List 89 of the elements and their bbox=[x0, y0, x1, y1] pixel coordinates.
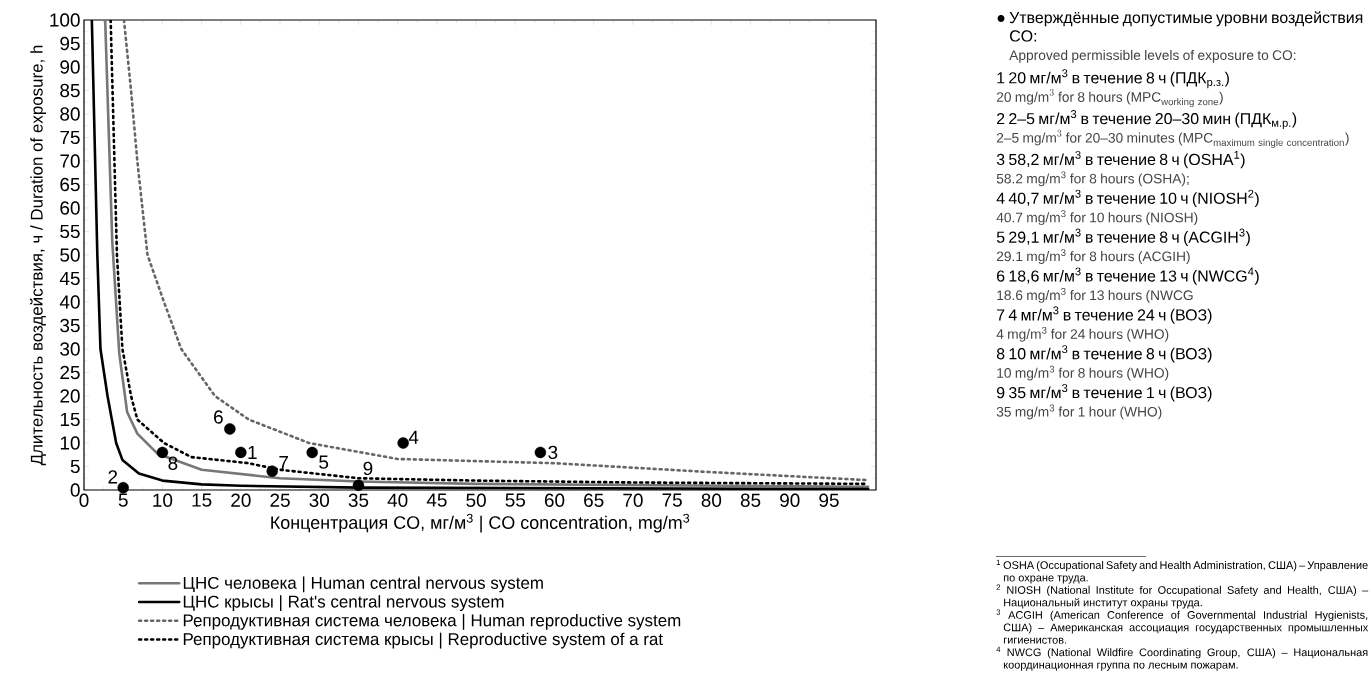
y-tick-label: 45 bbox=[59, 271, 80, 286]
x-tick-label: 45 bbox=[426, 493, 447, 507]
x-tick-label: 50 bbox=[466, 493, 486, 507]
y-tick-label: 80 bbox=[60, 107, 80, 121]
x-tick-label: 15 bbox=[192, 493, 212, 507]
text: 4 40,7 мг/м$^{3}$ в течение 10 ч (NIOSH$^{2}$) bbox=[996, 189, 1259, 208]
x-tick-label: 10 bbox=[153, 493, 173, 507]
annotation: 5 bbox=[319, 455, 329, 469]
point bbox=[306, 446, 318, 459]
annotation: 6 bbox=[214, 410, 223, 424]
y-tick-label: 75 bbox=[60, 130, 80, 145]
y-tick-label: 50 bbox=[60, 248, 80, 262]
text: $\text{2–5 mg/m}^{3}\text{ for 20–30 minutes (MPC}_{\text{maximum single concentration}}\text{)}$ bbox=[996, 129, 1349, 148]
text: 8 10 мг/м$^{3}$ в течение 8 ч (ВОЗ) bbox=[996, 345, 1212, 363]
annotation: 8 bbox=[168, 456, 178, 470]
text: $\text{20 mg/m}^{3}\text{ for 8 hours (MPC}_{\text{working zone}}\text{)}$ bbox=[996, 88, 1223, 108]
x-tick-label: 85 bbox=[740, 493, 761, 507]
x-tick-label: 70 bbox=[623, 493, 643, 507]
x-tick-label: 65 bbox=[584, 493, 604, 507]
x-tick-label: 25 bbox=[270, 493, 290, 507]
legend-label: Репродуктивная система крысы | Reproductive system of a rat bbox=[183, 632, 663, 649]
x-tick-label: 30 bbox=[309, 493, 330, 507]
point bbox=[352, 479, 365, 491]
text: 4 mg/m$^{3}$ for 24 hours (WHO) bbox=[996, 326, 1169, 342]
legend-label: ЦНС человека | Human central nervous system bbox=[183, 576, 543, 593]
text: 58.2 mg/m$^{3}$ for 8 hours (OSHA); bbox=[996, 171, 1189, 187]
legend-label: Репродуктивная система человека | Human reproductive system bbox=[183, 613, 681, 630]
legend-label: ЦНС крысы | Rat's central nervous system bbox=[183, 595, 504, 612]
x-tick-label: 40 bbox=[387, 493, 408, 507]
text: Approved permissible levels of exposure to CO: bbox=[1009, 49, 1296, 63]
y-tick-label: 65 bbox=[60, 177, 80, 192]
text: 40.7 mg/m$^{3}$ for 10 hours (NIOSH) bbox=[996, 210, 1198, 226]
annotation: 1 bbox=[248, 445, 257, 459]
text: 10 mg/m$^{3}$ for 8 hours (WHO) bbox=[997, 365, 1169, 381]
text: 3 58,2 мг/м$^{3}$ в течение 8 ч (OSHA$^{1}$) bbox=[996, 150, 1245, 169]
text: $^{3}$ ACGIH (American Conference of Governmental Industrial Hygienists, США) – Американская ассоциация государственных промышленных гигиенистов. bbox=[996, 609, 1369, 644]
text: $^{2}$ NIOSH (National Institute for Occupational Safety and Health, США) – Национальный институт охраны труда. bbox=[996, 584, 1369, 609]
y-tick-label: 35 bbox=[60, 318, 80, 333]
text: 9 35 мг/м$^{3}$ в течение 1 ч (ВОЗ) bbox=[996, 384, 1212, 402]
text: 7 4 мг/м$^{3}$ в течение 24 ч (ВОЗ) bbox=[997, 306, 1212, 324]
text: 1 20 мг/м$^{3}$ в течение 8 ч (ПДК$_{р.з.}$) bbox=[997, 69, 1229, 89]
text: 6 18,6 мг/м$^{3}$ в течение 13 ч (NWCG$^{4}$) bbox=[997, 267, 1259, 285]
annotation: 7 bbox=[279, 455, 288, 469]
x-tick-label: 80 bbox=[701, 493, 722, 507]
y-tick-label: 30 bbox=[60, 342, 80, 356]
x-tick-label: 5 bbox=[118, 493, 128, 507]
x-tick-label: 95 bbox=[819, 493, 839, 507]
y-tick-label: 55 bbox=[60, 224, 80, 239]
y-tick-label: 20 bbox=[60, 389, 80, 403]
y-tick-label: 100 bbox=[50, 13, 80, 27]
x-tick-label: 55 bbox=[505, 493, 526, 507]
annotation: 4 bbox=[408, 430, 419, 444]
x-tick-label: 0 bbox=[79, 493, 89, 507]
annotation: 9 bbox=[363, 461, 373, 476]
text: 5 29,1 мг/м$^{3}$ в течение 8 ч (ACGIH$^{3}$) bbox=[996, 228, 1250, 246]
annotation: 3 bbox=[548, 445, 558, 460]
y-tick-label: 0 bbox=[70, 483, 80, 497]
text: 29.1 mg/m$^{3}$ for 8 hours (ACGIH) bbox=[996, 249, 1190, 264]
x-axis-title: Концентрация CO, мг/м$^{3}$ | CO concentration, mg/m$^{3}$ bbox=[271, 513, 690, 533]
y-tick-label: 90 bbox=[60, 60, 80, 74]
annotation: 2 bbox=[108, 470, 118, 484]
y-tick-label: 10 bbox=[60, 436, 80, 450]
text: ● Утверждённые допустимые уровни воздействия CO: bbox=[997, 11, 1363, 42]
y-tick-label: 25 bbox=[60, 365, 80, 380]
y-axis-title: Длительность воздействия, ч / Duration of exposure, h bbox=[29, 45, 47, 466]
y-tick-label: 95 bbox=[60, 36, 80, 51]
text: $^{4}$ NWCG (National Wildfire Coordinating Group, США) – Национальная координационная группа по лесным пожарам. bbox=[996, 646, 1368, 671]
x-tick-label: 75 bbox=[662, 493, 682, 507]
x-tick-label: 35 bbox=[348, 493, 369, 507]
text: 35 mg/m$^{3}$ for 1 hour (WHO) bbox=[996, 404, 1162, 420]
y-tick-label: 5 bbox=[70, 459, 80, 474]
x-tick-label: 60 bbox=[544, 493, 565, 507]
x-tick-label: 90 bbox=[780, 493, 800, 507]
y-tick-label: 60 bbox=[60, 201, 80, 215]
point bbox=[266, 465, 278, 477]
point bbox=[397, 437, 409, 449]
x-tick-label: 20 bbox=[231, 493, 251, 507]
point bbox=[235, 446, 247, 459]
text: 2 2–5 мг/м$^{3}$ в течение 20–30 мин (ПДК$_{м.р.}$) bbox=[997, 110, 1297, 130]
point bbox=[534, 446, 547, 459]
point bbox=[224, 423, 236, 435]
y-tick-label: 40 bbox=[59, 295, 80, 309]
text: 18.6 mg/m$^{3}$ for 13 hours (NWCG bbox=[997, 288, 1193, 303]
text: $^{1}$ OSHA (Occupational Safety and Health Administration, США) – Управление по охране труда. bbox=[996, 559, 1368, 584]
y-tick-label: 85 bbox=[60, 83, 80, 98]
y-tick-label: 70 bbox=[60, 154, 80, 168]
point bbox=[117, 481, 129, 494]
point bbox=[156, 446, 169, 459]
y-tick-label: 15 bbox=[60, 412, 80, 427]
